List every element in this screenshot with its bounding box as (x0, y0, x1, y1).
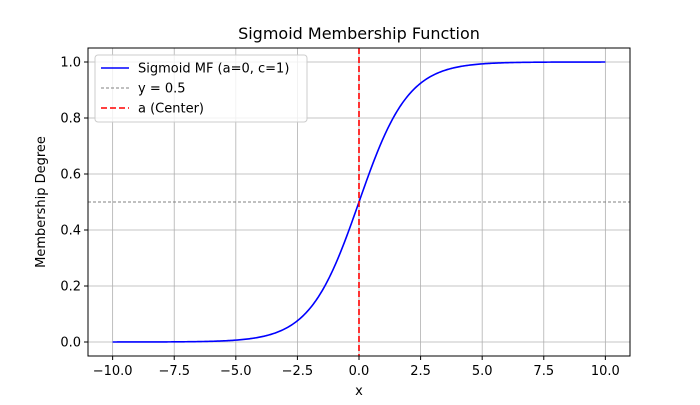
legend-label: y = 0.5 (138, 82, 186, 97)
x-tick-label: 2.5 (410, 364, 431, 379)
x-tick-label: −2.5 (282, 364, 314, 379)
y-tick-label: 0.2 (60, 280, 81, 295)
x-tick-label: −10.0 (93, 364, 133, 379)
x-tick-label: 7.5 (533, 364, 554, 379)
x-tick-label: 10.0 (591, 364, 620, 379)
y-tick-label: 0.0 (60, 336, 81, 351)
series-layer (88, 48, 630, 356)
x-axis-label: x (355, 384, 363, 399)
y-tick-label: 1.0 (60, 56, 81, 71)
y-axis-ticks: 0.0 0.2 0.4 0.6 0.8 1.0 (60, 56, 88, 351)
x-tick-label: −5.0 (220, 364, 252, 379)
y-axis-label: Membership Degree (34, 136, 49, 268)
y-tick-label: 0.6 (60, 168, 81, 183)
x-tick-label: 5.0 (472, 364, 493, 379)
x-axis-ticks: −10.0 −7.5 −5.0 −2.5 0.0 2.5 5.0 7.5 10.0 (93, 356, 620, 379)
legend: Sigmoid MF (a=0, c=1) y = 0.5 a (Center) (94, 54, 308, 123)
legend-box (94, 54, 308, 123)
legend-label: a (Center) (138, 102, 204, 117)
x-tick-label: 0.0 (349, 364, 370, 379)
chart-title: Sigmoid Membership Function (238, 24, 480, 43)
legend-label: Sigmoid MF (a=0, c=1) (138, 62, 289, 77)
y-tick-label: 0.8 (60, 112, 81, 127)
y-tick-label: 0.4 (60, 224, 81, 239)
x-tick-label: −7.5 (158, 364, 190, 379)
